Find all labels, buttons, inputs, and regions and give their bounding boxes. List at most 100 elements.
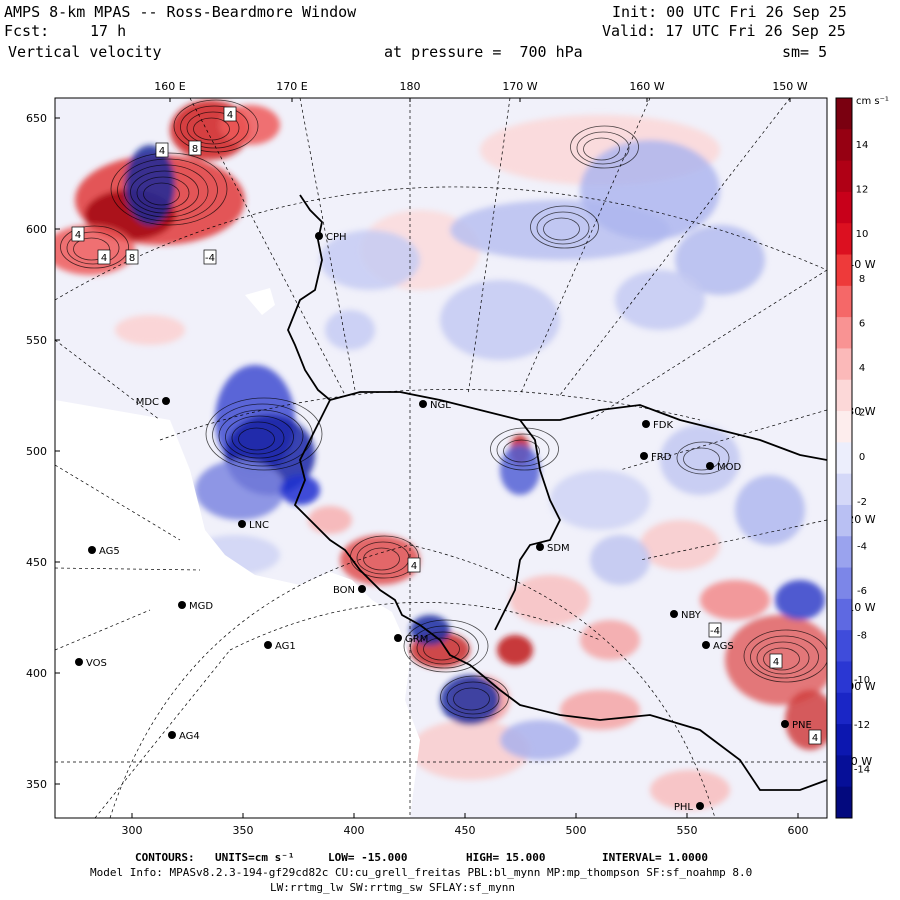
station-marker (315, 232, 323, 240)
contour-label: 4 (769, 653, 783, 669)
contour-low: LOW= -15.000 (328, 851, 408, 864)
station-label: NGL (430, 400, 451, 411)
parallel-outer (55, 186, 827, 301)
meridian-150w (559, 98, 791, 396)
coastline (287, 194, 827, 791)
colorbar-frame (835, 97, 853, 819)
station-marker (264, 641, 272, 649)
station-mdc: MDC (136, 397, 170, 408)
station-label: FRD (651, 452, 672, 463)
station-label: NBY (681, 610, 702, 621)
station-label: AG4 (179, 731, 200, 742)
station-label: GRM (405, 634, 428, 645)
station-cph: CPH (315, 232, 347, 243)
colorbar-swatch (836, 411, 852, 443)
station-label: SDM (547, 543, 570, 554)
colorbar-swatch (836, 129, 852, 162)
colorbar-swatch (836, 661, 852, 694)
meridian-170e (299, 98, 356, 391)
contour-label: 4 (71, 226, 85, 242)
contour-label: 4 (155, 142, 169, 158)
station-marker (178, 601, 186, 609)
colorbar-swatch (836, 630, 852, 662)
colorbar-label: 12 (856, 185, 869, 196)
colorbar-swatch (836, 724, 852, 756)
station-marker (702, 641, 710, 649)
parallel-middle (159, 389, 701, 441)
y-axis-label: 450 (26, 556, 47, 569)
x-axis-label: 600 (788, 824, 809, 837)
top-axis-label: 170 E (276, 80, 307, 93)
contour-label: 8 (188, 140, 202, 156)
colorbar-swatch (836, 598, 852, 631)
contour-label: 8 (125, 249, 139, 265)
contour-lines (60, 99, 827, 719)
station-marker (394, 634, 402, 642)
y-axis-label: 550 (26, 334, 47, 347)
station-grm: GRM (394, 634, 428, 645)
meridian-165e (189, 98, 346, 396)
station-ag4: AG4 (168, 731, 200, 742)
contour-label-text: 8 (192, 144, 198, 155)
station-sdm: SDM (536, 543, 570, 554)
colorbar-swatch (836, 254, 852, 287)
meridian-left-1 (55, 339, 161, 421)
colorbar-label: -2 (857, 497, 867, 508)
x-axis-label: 300 (122, 824, 143, 837)
station-frd: FRD (640, 452, 672, 463)
y-axis-label: 600 (26, 223, 47, 236)
colorbar-swatch (836, 536, 852, 569)
station-label: MDC (136, 397, 159, 408)
colorbar-label: -8 (857, 631, 867, 642)
station-ags: AGS (702, 641, 734, 652)
contour-label: 4 (97, 249, 111, 265)
colorbar-label: -10 (854, 675, 870, 686)
y-axis-label: 650 (26, 112, 47, 125)
station-label: AG5 (99, 546, 120, 557)
meridian-160w (519, 98, 651, 396)
contour-label-text: 8 (129, 253, 135, 264)
meridian-left-3 (55, 567, 201, 571)
contour-label-text: -4 (205, 253, 215, 264)
colorbar-label: 10 (856, 229, 869, 240)
colorbar-swatch (836, 191, 852, 224)
station-marker (640, 452, 648, 460)
station-label: CPH (326, 232, 347, 243)
contour-label-text: 4 (75, 230, 81, 241)
station-fdk: FDK (642, 420, 673, 431)
x-axis-label: 400 (344, 824, 365, 837)
colorbar-swatch (836, 317, 852, 349)
model-info: Model Info: MPASv8.2.3-194-gf29cd82c CU:… (90, 866, 753, 879)
y-axis-label: 400 (26, 667, 47, 680)
contour-high: HIGH= 15.000 (466, 851, 546, 864)
colorbar-label: 14 (856, 140, 869, 151)
colorbar-swatch (836, 755, 852, 788)
colorbar: 14 12 10 8 6 4 2 0 -2 -4 -6 -8 -10 -12 -14 (835, 97, 870, 819)
pressure-level: at pressure = 700 hPa (384, 43, 583, 61)
contour-units: UNITS=cm s⁻¹ (215, 851, 295, 864)
colorbar-label: 4 (859, 363, 865, 374)
station-marker (781, 720, 789, 728)
station-lnc: LNC (238, 520, 269, 531)
graticule (55, 98, 827, 818)
station-marker (670, 610, 678, 618)
colorbar-swatch (836, 473, 852, 506)
forecast-label: Fcst: (4, 22, 50, 40)
top-axis-label: 160 W (629, 80, 664, 93)
station-marker (168, 731, 176, 739)
station-ngl: NGL (419, 400, 451, 411)
station-label: LNC (249, 520, 269, 531)
colorbar-swatch (836, 285, 852, 318)
x-axis-label: 350 (233, 824, 254, 837)
contour-label-text: 4 (773, 657, 779, 668)
colorbar-units: cm s⁻¹ (856, 96, 889, 107)
station-mgd: MGD (178, 601, 213, 612)
x-axis-label: 500 (566, 824, 587, 837)
station-marker (419, 400, 427, 408)
parallel-pole (109, 544, 716, 818)
map-title: AMPS 8-km MPAS -- Ross-Beardmore Window (4, 3, 357, 21)
meridian-140w (589, 269, 827, 421)
contour-label: 4 (223, 106, 237, 122)
colorbar-label: 6 (859, 318, 865, 329)
colorbar-swatch (836, 504, 852, 537)
